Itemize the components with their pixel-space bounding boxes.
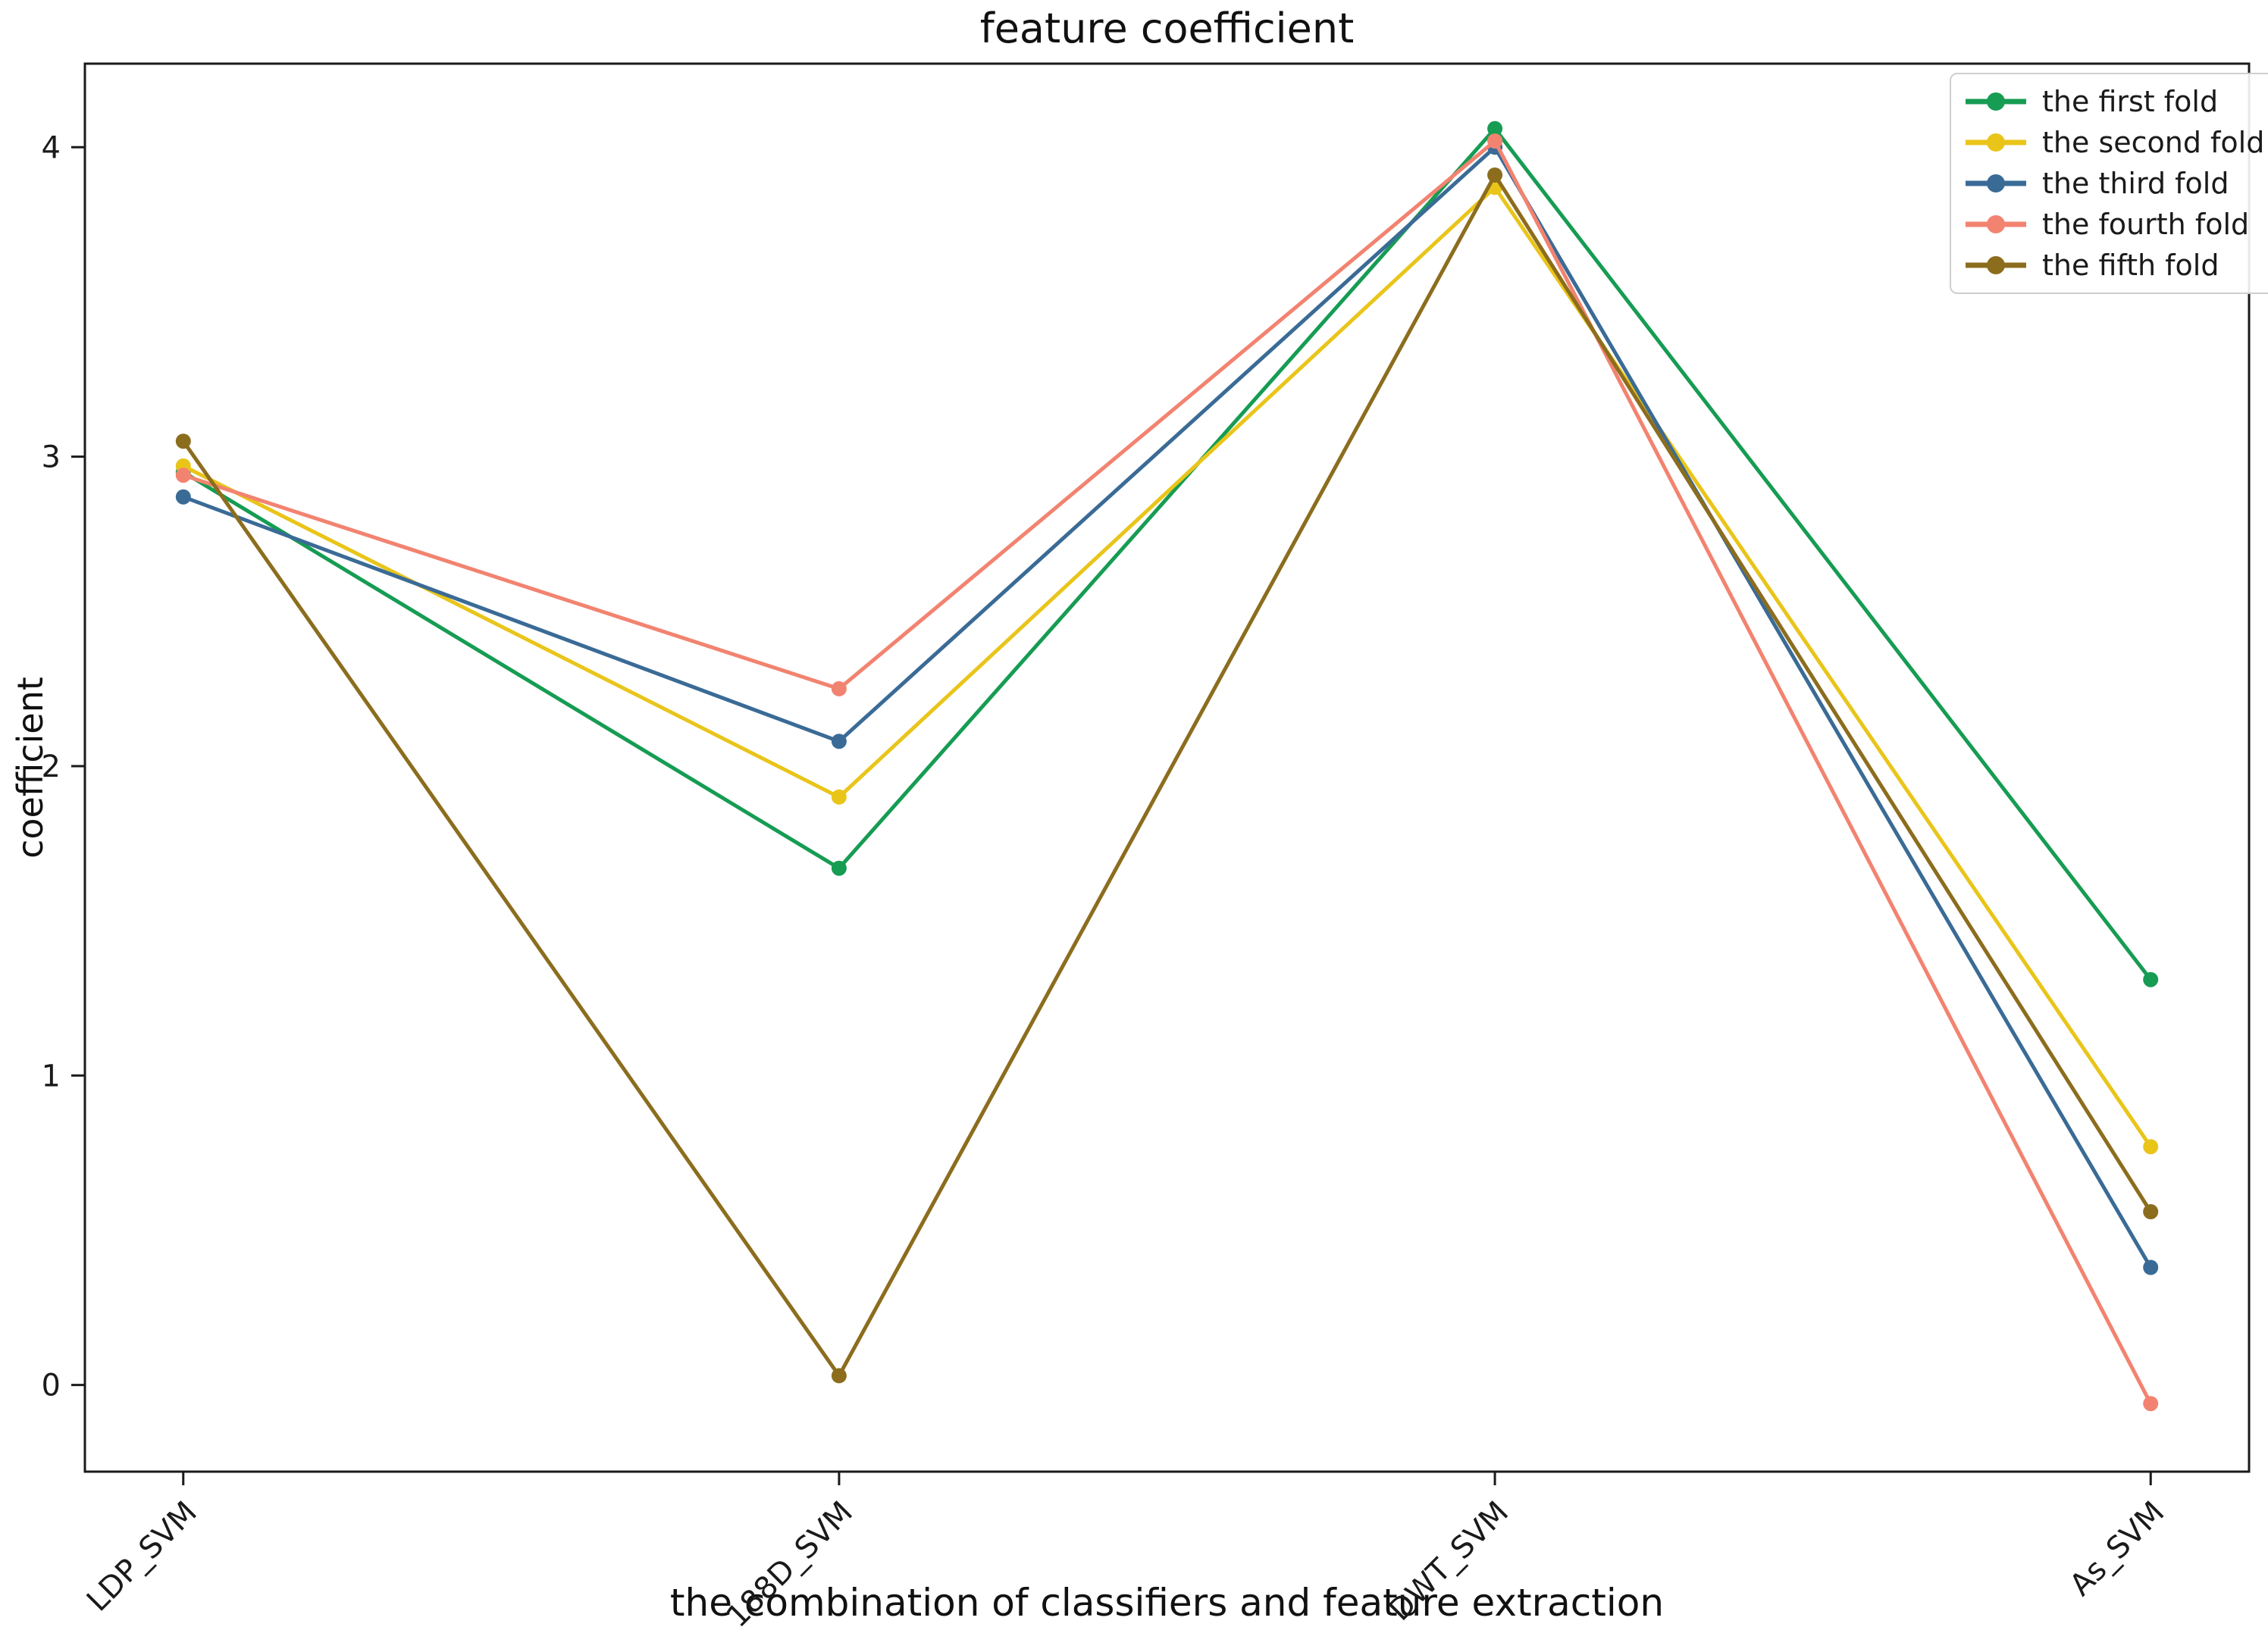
legend-label: the first fold — [2042, 85, 2219, 118]
x-tick-label: 188D_SVM — [720, 1495, 860, 1635]
legend-item-1: the second fold — [1963, 124, 2264, 161]
legend-label: the fifth fold — [2042, 249, 2219, 282]
data-point-marker — [831, 860, 847, 876]
data-point-marker — [1487, 133, 1503, 149]
legend-label: the second fold — [2042, 126, 2265, 159]
chart-title: feature coefficient — [979, 5, 1355, 52]
series-line-3 — [181, 138, 2153, 1406]
legend-swatch-icon — [1966, 133, 2026, 152]
x-tick-label: DWT_SVM — [1383, 1495, 1515, 1628]
series-line-2 — [181, 144, 2153, 1269]
x-tick-label: LDP_SVM — [80, 1495, 204, 1619]
y-tick-label: 3 — [42, 440, 61, 475]
legend-label: the third fold — [2042, 167, 2229, 200]
data-point-marker — [831, 681, 847, 696]
data-point-marker — [175, 468, 191, 483]
plot-border — [83, 62, 2251, 1473]
data-point-marker — [2143, 1259, 2159, 1275]
data-point-marker — [1487, 120, 1503, 136]
data-point-marker — [831, 734, 847, 749]
y-tick-label: 4 — [42, 130, 61, 165]
data-point-marker — [2143, 1396, 2159, 1412]
data-point-marker — [831, 789, 847, 805]
x-tick-label: As_SVM — [2063, 1495, 2171, 1603]
series-line-0 — [181, 125, 2153, 982]
legend-item-2: the third fold — [1963, 165, 2264, 202]
y-tick-label: 0 — [42, 1369, 61, 1403]
data-point-marker — [175, 433, 191, 449]
legend: the first fold the second fold the third… — [1950, 73, 2268, 294]
legend-swatch-icon — [1966, 174, 2026, 192]
data-point-marker — [2143, 971, 2159, 987]
legend-label: the fourth fold — [2042, 208, 2250, 241]
data-point-marker — [1487, 167, 1503, 183]
legend-item-0: the first fold — [1963, 83, 2264, 120]
legend-swatch-icon — [1966, 92, 2026, 111]
x-axis-title: the combination of classifiers and featu… — [669, 1581, 1665, 1625]
legend-swatch-icon — [1966, 215, 2026, 233]
series-line-1 — [181, 184, 2153, 1149]
data-point-marker — [2143, 1139, 2159, 1155]
y-tick-label: 1 — [42, 1059, 61, 1094]
data-point-marker — [831, 1368, 847, 1384]
legend-item-4: the fifth fold — [1963, 247, 2264, 283]
data-point-marker — [2143, 1204, 2159, 1219]
legend-item-3: the fourth fold — [1963, 206, 2264, 242]
series-line-4 — [181, 171, 2153, 1380]
data-point-marker — [175, 489, 191, 505]
legend-swatch-icon — [1966, 256, 2026, 274]
y-tick-label: 2 — [42, 749, 61, 784]
